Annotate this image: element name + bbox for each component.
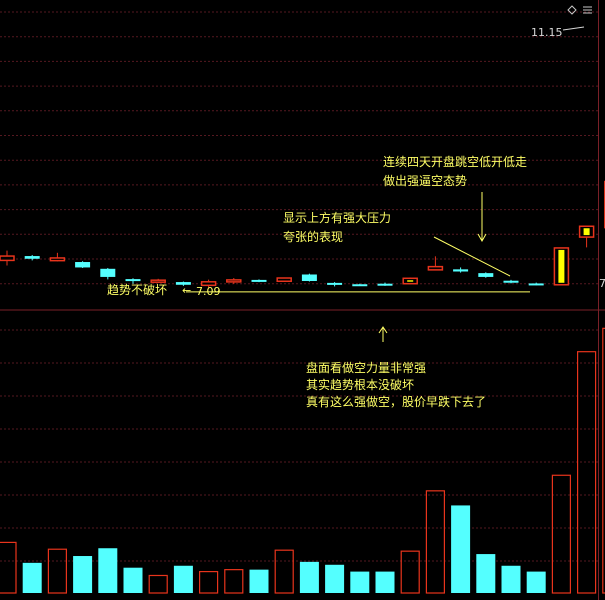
- volume-bar-19: [451, 505, 471, 593]
- volume-bar-11: [249, 569, 269, 593]
- candle-body: [377, 283, 393, 286]
- support-price-label: 7.09: [196, 285, 221, 298]
- volume-bar-13: [299, 561, 319, 593]
- annotation-pressure-line2: 夸张的表现: [283, 229, 343, 244]
- volume-bar-8: [173, 565, 193, 593]
- candle-body: [175, 282, 191, 285]
- annotation-volume-line1: 盘面看做空力量非常强: [306, 360, 426, 375]
- annotation-overlay: [186, 26, 585, 342]
- right-edge-price-label: 7: [599, 277, 605, 290]
- volume-bar-4: [73, 556, 93, 593]
- candle-body: [251, 279, 267, 282]
- volume-bar-2: [22, 562, 42, 593]
- candle-gap-fill: [407, 280, 414, 282]
- support-arrow: ←: [182, 284, 191, 297]
- candle-9: [200, 279, 217, 288]
- volume-bar-20: [476, 554, 496, 593]
- candle-8: [175, 281, 191, 286]
- candle-17: [402, 277, 418, 285]
- candle-1: [0, 250, 15, 266]
- volume-bar-3: [47, 548, 68, 594]
- annotation-gap-line1: 连续四天开盘跳空低开低走: [383, 154, 527, 169]
- volume-series: [0, 327, 605, 594]
- volume-bar-15: [350, 571, 370, 593]
- candle-body: [200, 281, 217, 287]
- candle-20: [478, 272, 494, 278]
- candle-2: [24, 254, 40, 261]
- candle-body: [528, 283, 544, 286]
- volume-bar-12: [274, 549, 294, 594]
- candle-gap-fill: [558, 249, 565, 283]
- candle-16: [377, 282, 393, 286]
- candle-body: [125, 279, 141, 282]
- candle-body: [276, 277, 292, 283]
- volume-bar-10: [224, 569, 244, 594]
- candle-body: [427, 265, 444, 271]
- candle-body: [478, 273, 494, 277]
- candle-body: [301, 274, 317, 281]
- volume-bar-22: [526, 571, 546, 593]
- candle-15: [352, 283, 368, 287]
- downtrend-line: [433, 236, 511, 277]
- annotation-pressure-line1: 显示上方有强大压力: [283, 210, 391, 225]
- volume-bar-18: [425, 490, 445, 594]
- candle-body: [453, 269, 469, 272]
- candle-12: [276, 277, 292, 283]
- candle-6: [125, 278, 141, 284]
- candle-body: [49, 257, 66, 262]
- volume-bar-23: [551, 474, 572, 594]
- candle-body: [503, 280, 519, 283]
- grid-lines: [0, 11, 598, 562]
- callout-arrow-head: [477, 233, 487, 243]
- candle-body: [0, 255, 15, 262]
- candle-body: [100, 268, 116, 277]
- candle-13: [301, 273, 317, 282]
- annotation-gap-line2: 做出强逼空态势: [383, 173, 467, 188]
- volume-bar-14: [325, 564, 345, 593]
- candle-23: [553, 247, 570, 286]
- volume-arrow-head: [378, 326, 388, 334]
- annotation-volume-line3: 真有这么强做空，股价早跌下去了: [306, 394, 486, 409]
- volume-bar-16: [375, 571, 395, 593]
- volume-bar-17: [400, 550, 420, 594]
- annotation-trend: 趋势不破坏: [107, 282, 167, 297]
- menu-icon[interactable]: [583, 6, 592, 14]
- candle-body: [226, 279, 242, 283]
- candle-body: [352, 284, 368, 287]
- candle-5: [100, 267, 116, 280]
- candle-gap-fill: [583, 228, 590, 236]
- candle-11: [251, 279, 267, 283]
- volume-bar-9: [199, 570, 219, 594]
- candle-19: [453, 267, 469, 273]
- high-price-label: 11.15: [531, 26, 563, 39]
- candle-body: [327, 282, 343, 285]
- candle-14: [327, 282, 343, 287]
- volume-bar-24: [576, 351, 597, 594]
- candle-7: [150, 278, 166, 283]
- volume-bar-1: [0, 541, 17, 594]
- volume-bar-5: [98, 548, 118, 593]
- candle-10: [226, 278, 242, 284]
- volume-bar-7: [148, 574, 168, 594]
- diamond-icon[interactable]: [567, 5, 577, 15]
- volume-bar-25: [602, 327, 605, 594]
- high-price-pointer: [562, 26, 585, 31]
- candle-body: [75, 262, 91, 268]
- candlestick-series: [0, 180, 605, 288]
- candle-body: [150, 279, 166, 283]
- candle-21: [503, 279, 519, 284]
- annotation-volume-line2: 其实趋势根本没破坏: [306, 377, 414, 392]
- candle-18: [427, 256, 444, 271]
- candle-3: [49, 252, 66, 262]
- candle-24: [578, 225, 595, 248]
- volume-bar-6: [123, 567, 143, 593]
- candle-22: [528, 282, 544, 286]
- candle-4: [75, 261, 91, 268]
- candle-body: [24, 256, 40, 259]
- volume-bar-21: [501, 565, 521, 593]
